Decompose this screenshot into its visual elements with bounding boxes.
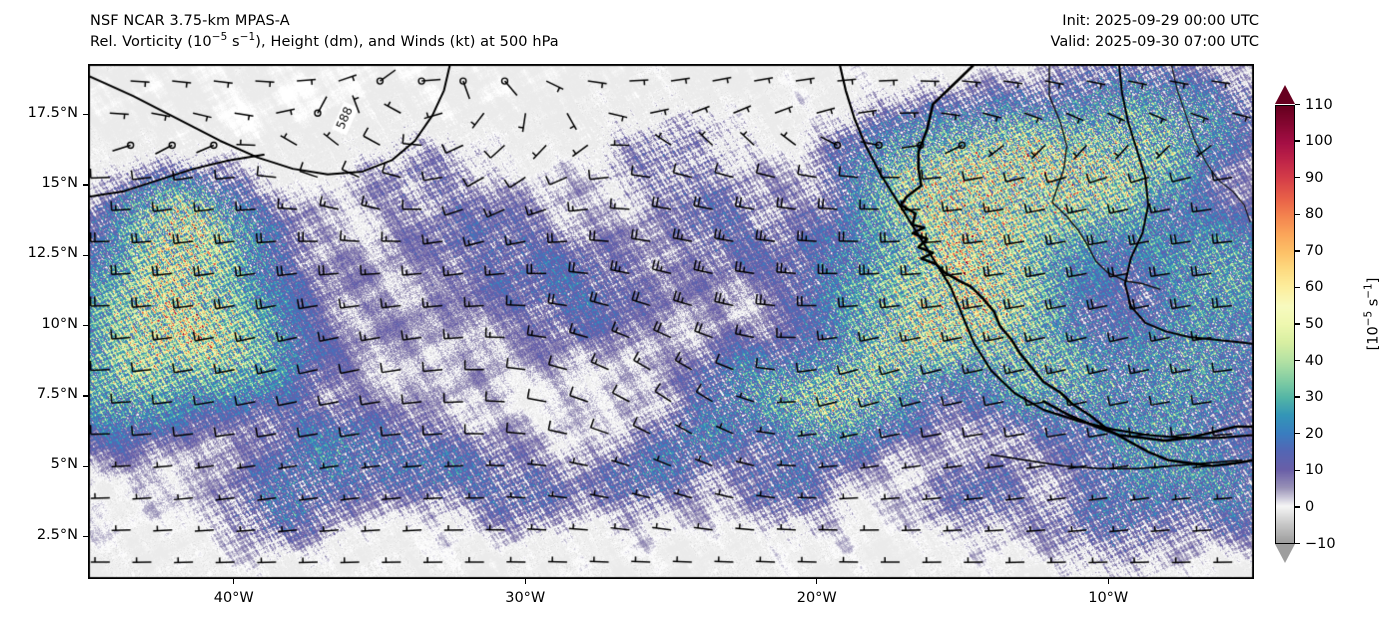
colorbar-tick-label: 10 xyxy=(1305,462,1324,479)
colorbar-tick-mark xyxy=(1295,542,1300,545)
field-suffix: ), Height (dm), and Winds (kt) at 500 hP… xyxy=(255,34,559,50)
colorbar-tick-mark xyxy=(1295,103,1300,106)
colorbar-extend-bottom-icon xyxy=(1275,544,1295,563)
y-tick-label: 12.5°N xyxy=(27,245,78,262)
y-tick-label: 7.5°N xyxy=(36,386,78,403)
valid-time-label: Valid: 2025-09-30 07:00 UTC xyxy=(1050,34,1259,50)
colorbar-tick-mark xyxy=(1295,506,1300,508)
colorbar-tick-mark xyxy=(1295,359,1300,362)
y-tick-label: 5°N xyxy=(50,456,78,473)
colorbar-tick-label: 70 xyxy=(1305,242,1324,259)
y-tick-label: 15°N xyxy=(41,175,78,191)
colorbar-tick-label: 0 xyxy=(1305,498,1315,515)
x-tick-mark xyxy=(1107,579,1109,584)
colorbar-tick-label: 100 xyxy=(1305,133,1333,150)
colorbar-tick-mark xyxy=(1295,250,1300,252)
x-tick-label: 40°W xyxy=(213,590,254,606)
colorbar-tick-label: 50 xyxy=(1305,316,1324,332)
field-mid: s xyxy=(227,34,240,50)
y-tick-mark xyxy=(83,184,88,186)
field-exponent-2: −1 xyxy=(239,31,256,44)
field-prefix: Rel. Vorticity (10 xyxy=(90,34,212,50)
map-axes xyxy=(88,64,1254,579)
colorbar-tick-label: 90 xyxy=(1305,169,1324,186)
y-tick-mark xyxy=(83,536,88,538)
y-tick-mark xyxy=(83,395,88,397)
colorbar-tick-mark xyxy=(1295,396,1300,398)
y-tick-mark xyxy=(83,325,88,327)
colorbar-tick-mark xyxy=(1295,469,1300,472)
cbar-label-prefix: [10 xyxy=(1365,326,1382,351)
colorbar-tick-label: 110 xyxy=(1305,96,1333,113)
cbar-label-suffix: ] xyxy=(1365,277,1382,284)
x-tick-label: 30°W xyxy=(505,590,546,606)
x-tick-mark xyxy=(524,579,526,584)
map-plot-canvas xyxy=(89,65,1253,578)
x-tick-label: 20°W xyxy=(796,590,837,606)
colorbar-tick-mark xyxy=(1295,176,1300,179)
colorbar-tick-label: 80 xyxy=(1305,206,1324,223)
colorbar-tick-mark xyxy=(1295,323,1300,325)
colorbar-tick-mark xyxy=(1295,433,1300,435)
init-time-label: Init: 2025-09-29 00:00 UTC xyxy=(1062,13,1259,29)
colorbar-tick-mark xyxy=(1295,213,1300,215)
colorbar-tick-label: 30 xyxy=(1305,389,1324,406)
colorbar-tick-label: −10 xyxy=(1305,535,1336,552)
y-tick-label: 17.5°N xyxy=(27,104,78,121)
colorbar-tick-mark xyxy=(1295,286,1300,289)
chart-title-right: Init: 2025-09-29 00:00 UTC Valid: 2025-0… xyxy=(1051,11,1259,53)
colorbar-tick-label: 40 xyxy=(1305,352,1324,369)
x-tick-label: 10°W xyxy=(1088,590,1129,606)
colorbar-gradient xyxy=(1275,104,1295,544)
field-description-line: Rel. Vorticity (10−5 s−1), Height (dm), … xyxy=(90,32,559,53)
y-tick-mark xyxy=(83,254,88,257)
cbar-label-exp-2: −1 xyxy=(1362,283,1375,299)
y-tick-label: 2.5°N xyxy=(36,526,78,543)
colorbar: 110 100 90 80 70 60 50 40 30 20 10 0 −10 xyxy=(1275,85,1336,563)
colorbar-canvas xyxy=(1276,105,1294,543)
colorbar-tick-label: 60 xyxy=(1305,279,1324,296)
field-exponent-1: −5 xyxy=(211,31,228,44)
colorbar-axis-label: [10−5 s−1] xyxy=(1362,277,1382,351)
cbar-label-exp-1: −5 xyxy=(1362,310,1375,327)
colorbar-tick-mark xyxy=(1295,140,1300,142)
x-tick-mark xyxy=(233,579,235,584)
x-tick-mark xyxy=(816,579,818,584)
y-tick-label: 10°N xyxy=(41,315,78,332)
model-name-line: NSF NCAR 3.75-km MPAS-A xyxy=(90,13,290,29)
y-tick-mark xyxy=(83,113,88,116)
cbar-label-mid: s xyxy=(1365,298,1382,311)
chart-title-left: NSF NCAR 3.75-km MPAS-A Rel. Vorticity (… xyxy=(90,11,559,53)
colorbar-extend-top-icon xyxy=(1275,85,1295,104)
y-tick-mark xyxy=(83,465,88,468)
colorbar-tick-label: 20 xyxy=(1305,425,1324,442)
